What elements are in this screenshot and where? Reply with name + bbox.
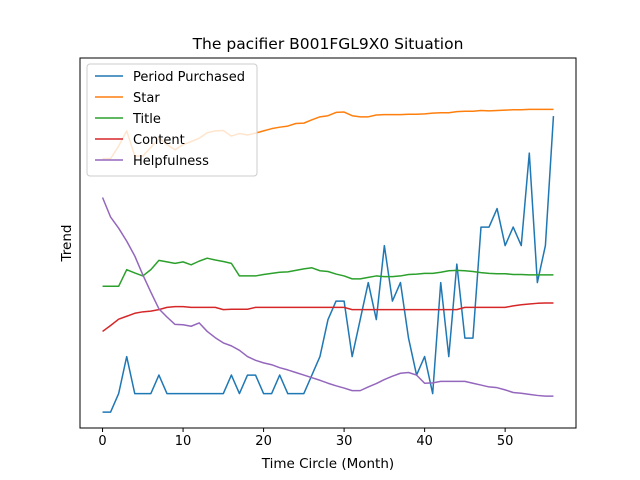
legend-label: Content [133,133,185,148]
x-axis-label: Time Circle (Month) [261,456,394,472]
legend-label: Title [132,112,161,127]
x-tick-label: 30 [336,434,353,449]
series-line-period-purchased [102,116,555,413]
plot-frame [79,57,577,429]
legend-box [86,63,258,177]
x-tick-label: 10 [175,434,192,449]
series-line-title [102,257,554,288]
legend-label: Helpfulness [133,154,209,169]
legend-label: Star [133,91,160,106]
series-line-helpfulness [101,197,554,397]
x-tick-label: 40 [416,434,433,449]
legend-label: Period Purchased [133,70,245,85]
series-line-content [102,302,554,333]
x-tick-label: 50 [497,434,514,449]
chart-title: The pacifier B001FGL9X0 Situation [192,35,464,53]
x-tick-label: 0 [98,434,106,449]
y-axis-label: Trend [59,225,75,263]
x-tick-label: 20 [255,434,272,449]
x-axis-ticks: 0 10 20 30 40 50 [98,428,513,449]
legend: Period Purchased Star Title Content Helpfuln… [86,63,258,177]
